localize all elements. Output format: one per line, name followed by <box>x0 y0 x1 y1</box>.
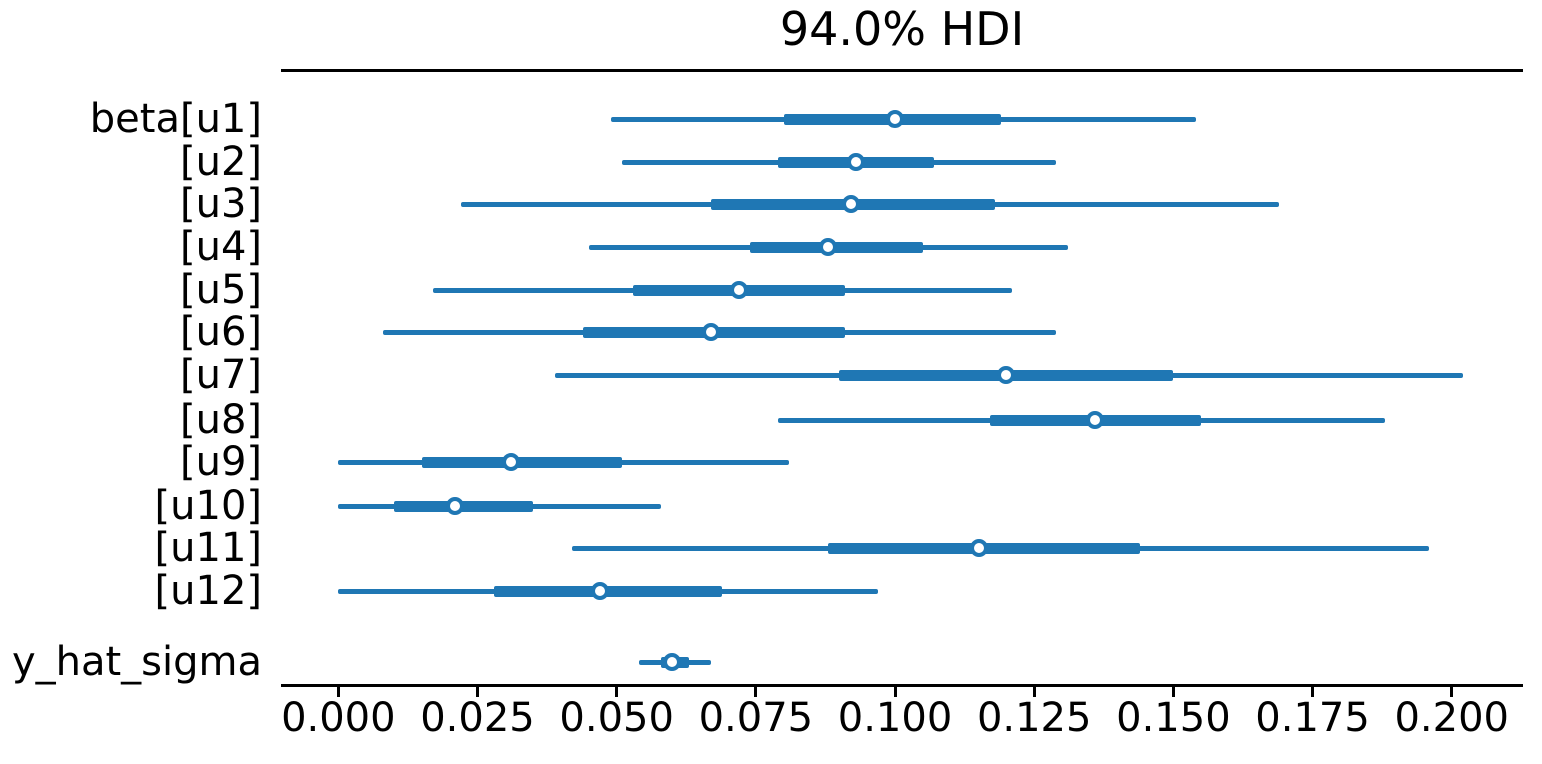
x-axis-tick <box>1032 685 1036 697</box>
x-axis-tick-label: 0.025 <box>420 695 535 741</box>
x-axis-tick-label: 0.000 <box>281 695 396 741</box>
row-label: [u5] <box>179 267 262 313</box>
point-estimate-marker <box>969 539 988 557</box>
x-axis-tick <box>1171 685 1175 697</box>
x-axis-tick <box>615 685 619 697</box>
chart-title: 94.0% HDI <box>779 2 1025 56</box>
point-estimate-marker <box>501 453 520 471</box>
x-axis-tick-label: 0.150 <box>1116 695 1231 741</box>
point-estimate-marker <box>819 238 838 256</box>
x-axis-tick-label: 0.125 <box>976 695 1092 741</box>
point-estimate-marker <box>997 366 1016 384</box>
x-axis-tick-label: 0.050 <box>559 695 674 741</box>
x-axis-tick-label: 0.200 <box>1394 695 1509 741</box>
point-estimate-marker <box>590 582 609 600</box>
point-estimate-marker <box>663 653 682 671</box>
x-axis-tick <box>1450 685 1454 697</box>
row-label: [u11] <box>154 525 262 571</box>
row-label: [u7] <box>179 352 262 398</box>
point-estimate-marker <box>730 281 749 299</box>
point-estimate-marker <box>886 110 905 128</box>
x-axis-tick-label: 0.175 <box>1255 695 1370 741</box>
interquartile-bar <box>421 456 623 468</box>
row-label: [u6] <box>179 309 262 355</box>
row-label: [u10] <box>154 483 262 529</box>
x-axis-tick <box>754 685 758 697</box>
point-estimate-marker <box>841 195 860 213</box>
x-axis-tick-label: 0.100 <box>837 695 953 741</box>
point-estimate-marker <box>847 153 866 171</box>
row-label: [u12] <box>154 568 262 614</box>
row-label: [u9] <box>179 439 262 485</box>
x-axis-tick <box>1311 685 1315 697</box>
x-axis-tick-label: 0.075 <box>698 695 814 741</box>
top-spine <box>281 69 1523 72</box>
row-label: [u2] <box>179 139 262 185</box>
row-label: beta[u1] <box>89 96 262 142</box>
x-axis-tick <box>893 685 897 697</box>
x-axis-spine <box>281 684 1523 687</box>
row-label: y_hat_sigma <box>11 639 262 685</box>
x-axis-tick <box>336 685 340 697</box>
x-axis-tick <box>476 685 479 697</box>
row-label: [u3] <box>179 181 262 227</box>
point-estimate-marker <box>702 323 721 341</box>
point-estimate-marker <box>446 497 465 515</box>
point-estimate-marker <box>1086 411 1105 429</box>
row-label: [u4] <box>179 224 262 270</box>
row-label: [u8] <box>179 397 262 443</box>
